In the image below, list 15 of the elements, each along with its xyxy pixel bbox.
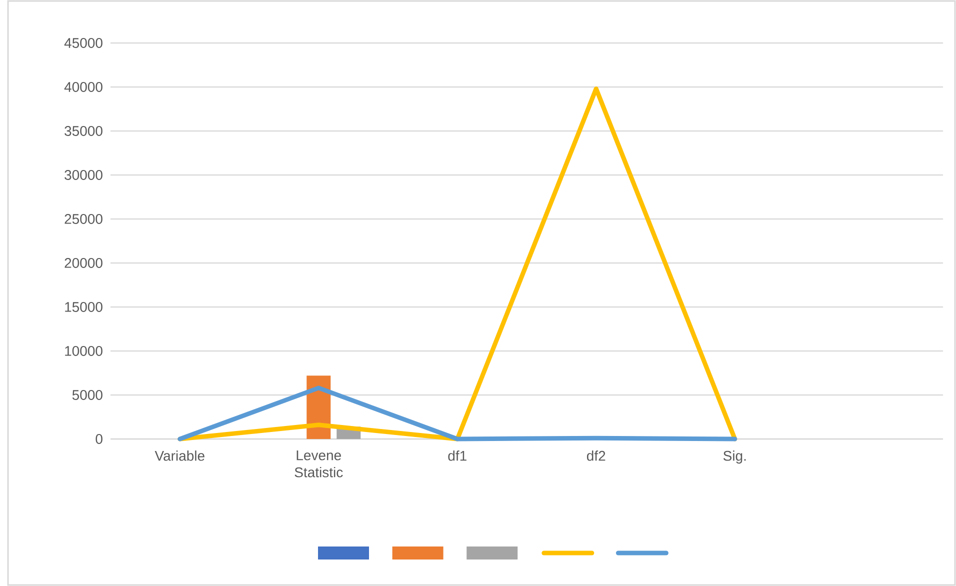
y-tick-label: 25000 (64, 214, 102, 224)
y-tick-label: 5000 (72, 390, 102, 400)
y-tick-label: 10000 (65, 346, 102, 356)
y-tick-label: 0 (96, 434, 102, 444)
y-tick-label: 40000 (64, 82, 102, 92)
y-tick-label: 45000 (64, 38, 102, 48)
y-tick-label: 15000 (65, 302, 102, 312)
y-tick-label: 30000 (64, 170, 102, 180)
y-tick-label: 35000 (64, 126, 102, 136)
x-tick-label: Levene Statistic (294, 450, 343, 478)
x-tick-label: df2 (586, 450, 606, 461)
y-tick-label: 20000 (64, 258, 102, 268)
x-tick-label: Variable (154, 450, 204, 461)
x-tick-label: Sig. (723, 450, 746, 464)
x-tick-label: df1 (448, 450, 466, 461)
